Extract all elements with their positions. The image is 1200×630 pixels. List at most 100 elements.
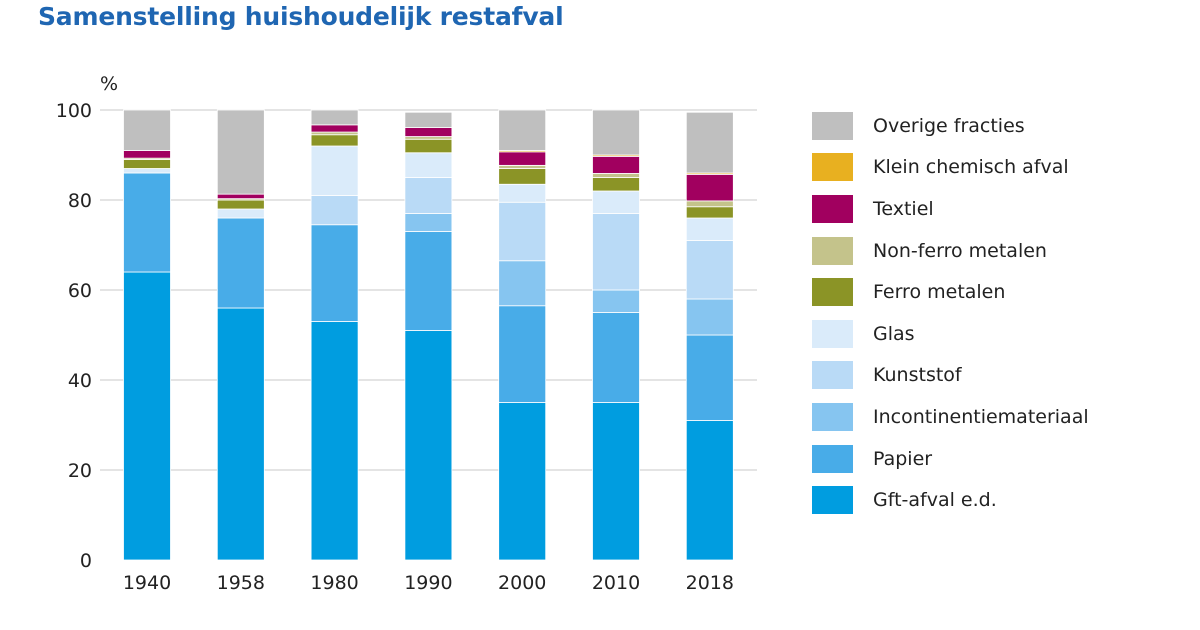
legend-label: Klein chemisch afval bbox=[873, 156, 1069, 179]
bar-segment bbox=[685, 206, 734, 219]
bar-segment bbox=[404, 330, 453, 561]
y-axis-label: % bbox=[100, 73, 118, 95]
legend-label: Incontinentiemateriaal bbox=[873, 405, 1089, 428]
bar-segment bbox=[498, 183, 547, 203]
bar-segment bbox=[592, 213, 640, 291]
bar-segment bbox=[498, 168, 547, 185]
legend-swatch bbox=[812, 361, 853, 390]
legend-swatch bbox=[812, 111, 853, 140]
legend-swatch bbox=[812, 319, 853, 348]
bar-segment bbox=[123, 109, 171, 151]
bar-segment bbox=[685, 111, 734, 174]
legend-item: Overige fracties bbox=[812, 105, 1192, 147]
bar-segment bbox=[216, 109, 265, 195]
bar-segment bbox=[310, 109, 359, 126]
x-tick-label: 2018 bbox=[686, 572, 734, 594]
axes: % 0 20 40 60 80 100 1940 1958 1980 1990 2000 2010 20… bbox=[56, 73, 734, 594]
bar-segment bbox=[404, 111, 453, 128]
y-tick-label: 100 bbox=[56, 100, 92, 122]
bar-segment bbox=[592, 190, 640, 214]
bar-segment bbox=[592, 173, 640, 178]
bar-segment bbox=[685, 334, 734, 421]
bar-segment bbox=[216, 199, 265, 210]
bar-segment bbox=[592, 177, 640, 192]
bar-segment bbox=[310, 145, 359, 196]
legend-item: Incontinentiemateriaal bbox=[812, 396, 1192, 438]
bar-segment bbox=[685, 217, 734, 241]
bar-segment bbox=[685, 173, 734, 202]
bar-segment bbox=[498, 260, 547, 307]
x-tick-label: 1958 bbox=[217, 572, 265, 594]
legend-item: Kunststof bbox=[812, 355, 1192, 397]
legend: Overige fracties Klein chemisch afval Text… bbox=[812, 105, 1192, 521]
x-tick-label: 1980 bbox=[310, 572, 358, 594]
legend-item: Non-ferro metalen bbox=[812, 230, 1192, 272]
bar-segment bbox=[310, 124, 359, 133]
bar-segment bbox=[498, 151, 547, 166]
legend-swatch bbox=[812, 194, 853, 223]
bar-segment bbox=[498, 402, 547, 561]
bar-segment bbox=[685, 420, 734, 561]
legend-swatch bbox=[812, 402, 853, 431]
bar-segment bbox=[123, 168, 171, 174]
bar-segment bbox=[592, 289, 640, 313]
bar-segment bbox=[498, 201, 547, 262]
bar-segment bbox=[404, 213, 453, 232]
bar-segment bbox=[404, 136, 453, 140]
x-tick-label: 1940 bbox=[123, 572, 171, 594]
bar-segment bbox=[123, 271, 171, 561]
legend-label: Gft-afval e.d. bbox=[873, 489, 997, 512]
bar-segment bbox=[592, 155, 640, 174]
bar-segment bbox=[123, 150, 171, 159]
x-tick-label: 2010 bbox=[592, 572, 640, 594]
legend-label: Ferro metalen bbox=[873, 281, 1006, 304]
bar-segment bbox=[404, 177, 453, 214]
bar-segment bbox=[216, 193, 265, 200]
y-tick-label: 0 bbox=[80, 550, 92, 572]
bar-segment bbox=[310, 134, 359, 147]
x-tick-label: 2000 bbox=[498, 572, 546, 594]
bar-segment bbox=[685, 240, 734, 300]
bar-segment bbox=[310, 131, 359, 136]
legend-item: Gft-afval e.d. bbox=[812, 479, 1192, 521]
legend-item: Papier bbox=[812, 438, 1192, 480]
legend-label: Papier bbox=[873, 447, 933, 470]
bar-segment bbox=[123, 159, 171, 169]
bar-segment bbox=[404, 231, 453, 331]
legend-item: Glas bbox=[812, 313, 1192, 355]
bar-segment bbox=[216, 307, 265, 561]
bar-segment bbox=[216, 208, 265, 219]
legend-swatch bbox=[812, 444, 853, 473]
legend-item: Textiel bbox=[812, 188, 1192, 230]
stacked-bar-chart: % 0 20 40 60 80 100 1940 1958 1980 1990 2000 2010 20… bbox=[56, 73, 757, 594]
y-tick-label: 20 bbox=[68, 460, 92, 482]
x-tick-label: 1990 bbox=[404, 572, 452, 594]
legend-swatch bbox=[812, 236, 853, 265]
legend-label: Glas bbox=[873, 322, 915, 345]
chart-title: Samenstelling huishoudelijk restafval bbox=[38, 2, 564, 31]
y-tick-label: 60 bbox=[68, 280, 92, 302]
bar-segment bbox=[592, 109, 640, 156]
bar-segment bbox=[404, 152, 453, 178]
legend-item: Ferro metalen bbox=[812, 271, 1192, 313]
bar-segment bbox=[592, 402, 640, 561]
bar-segment bbox=[310, 195, 359, 226]
legend-swatch bbox=[812, 486, 853, 515]
bar-segment bbox=[592, 312, 640, 403]
bar-segment bbox=[310, 321, 359, 561]
bar-segment bbox=[404, 138, 453, 154]
bar-segment bbox=[123, 172, 171, 273]
y-tick-label: 80 bbox=[68, 190, 92, 212]
y-tick-label: 40 bbox=[68, 370, 92, 392]
bar-segment bbox=[498, 305, 547, 403]
legend-swatch bbox=[812, 278, 853, 307]
legend-label: Overige fracties bbox=[873, 114, 1025, 137]
bar-segment bbox=[216, 217, 265, 309]
legend-label: Textiel bbox=[873, 197, 934, 220]
bars bbox=[123, 109, 734, 561]
bar-segment bbox=[310, 224, 359, 322]
bar-segment bbox=[404, 127, 453, 137]
bar-segment bbox=[685, 298, 734, 336]
legend-item: Klein chemisch afval bbox=[812, 147, 1192, 189]
legend-swatch bbox=[812, 153, 853, 182]
